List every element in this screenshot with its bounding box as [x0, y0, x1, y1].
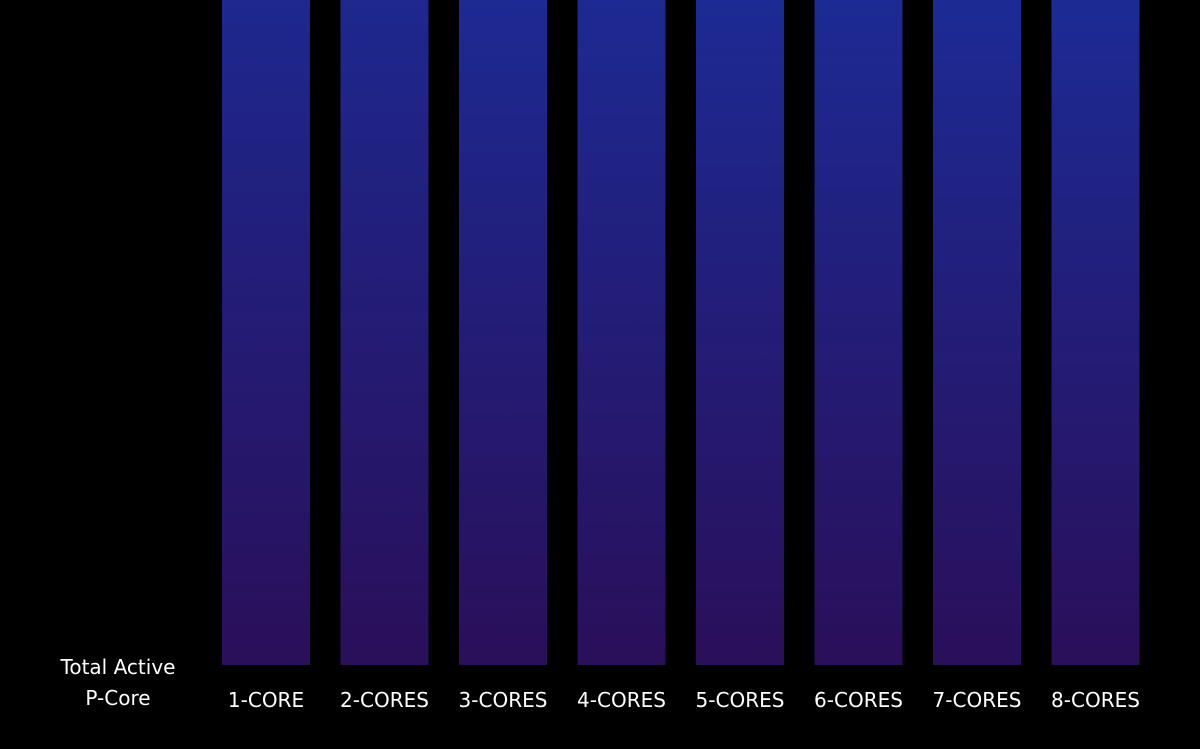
- y-axis-ticks: 5.6 GHz5.2 GHz: [66, 0, 153, 4]
- x-axis-label-line: Total Active: [60, 655, 176, 679]
- x-axis-label: Total Active P-Core: [60, 655, 176, 710]
- base-segment: [222, 0, 310, 665]
- base-segment: [814, 0, 903, 665]
- x-tick-label: 6-CORES: [814, 688, 903, 712]
- x-tick-label: 5-CORES: [696, 688, 785, 712]
- bar-group: ABTTVB: [1051, 0, 1140, 665]
- x-tick-label: 1-CORE: [228, 688, 304, 712]
- x-axis-tick-labels: 1-CORE 2-CORES 3-CORES 4-CORES 5-CORES 6-CORE…: [228, 688, 1140, 712]
- bar-group: TVB: [340, 0, 429, 665]
- x-tick-label: 4-CORES: [577, 688, 666, 712]
- bar-group: ABTTVB: [933, 0, 1021, 665]
- bar-group: TVB: [577, 0, 666, 665]
- base-segment: [933, 0, 1021, 665]
- x-tick-label: 3-CORES: [459, 688, 548, 712]
- bar-group: ABTTVB: [814, 0, 903, 665]
- y-tick-label: 5.2 GHz: [66, 0, 153, 4]
- x-axis-label-line: P-Core: [85, 686, 150, 710]
- x-tick-label: 8-CORES: [1051, 688, 1140, 712]
- base-segment: [459, 0, 547, 665]
- base-segment: [340, 0, 429, 665]
- bars-group: TVB TVB TVB TVB ABTTVB ABTTVB ABTTVB ABTTVB: [222, 0, 1140, 665]
- bar-group: ABTTVB: [696, 0, 784, 665]
- x-tick-label: 2-CORES: [340, 688, 429, 712]
- base-segment: [577, 0, 666, 665]
- x-tick-label: 7-CORES: [933, 688, 1022, 712]
- bar-group: TVB: [459, 0, 547, 665]
- base-segment: [696, 0, 784, 665]
- bar-group: TVB: [222, 0, 310, 665]
- base-segment: [1051, 0, 1140, 665]
